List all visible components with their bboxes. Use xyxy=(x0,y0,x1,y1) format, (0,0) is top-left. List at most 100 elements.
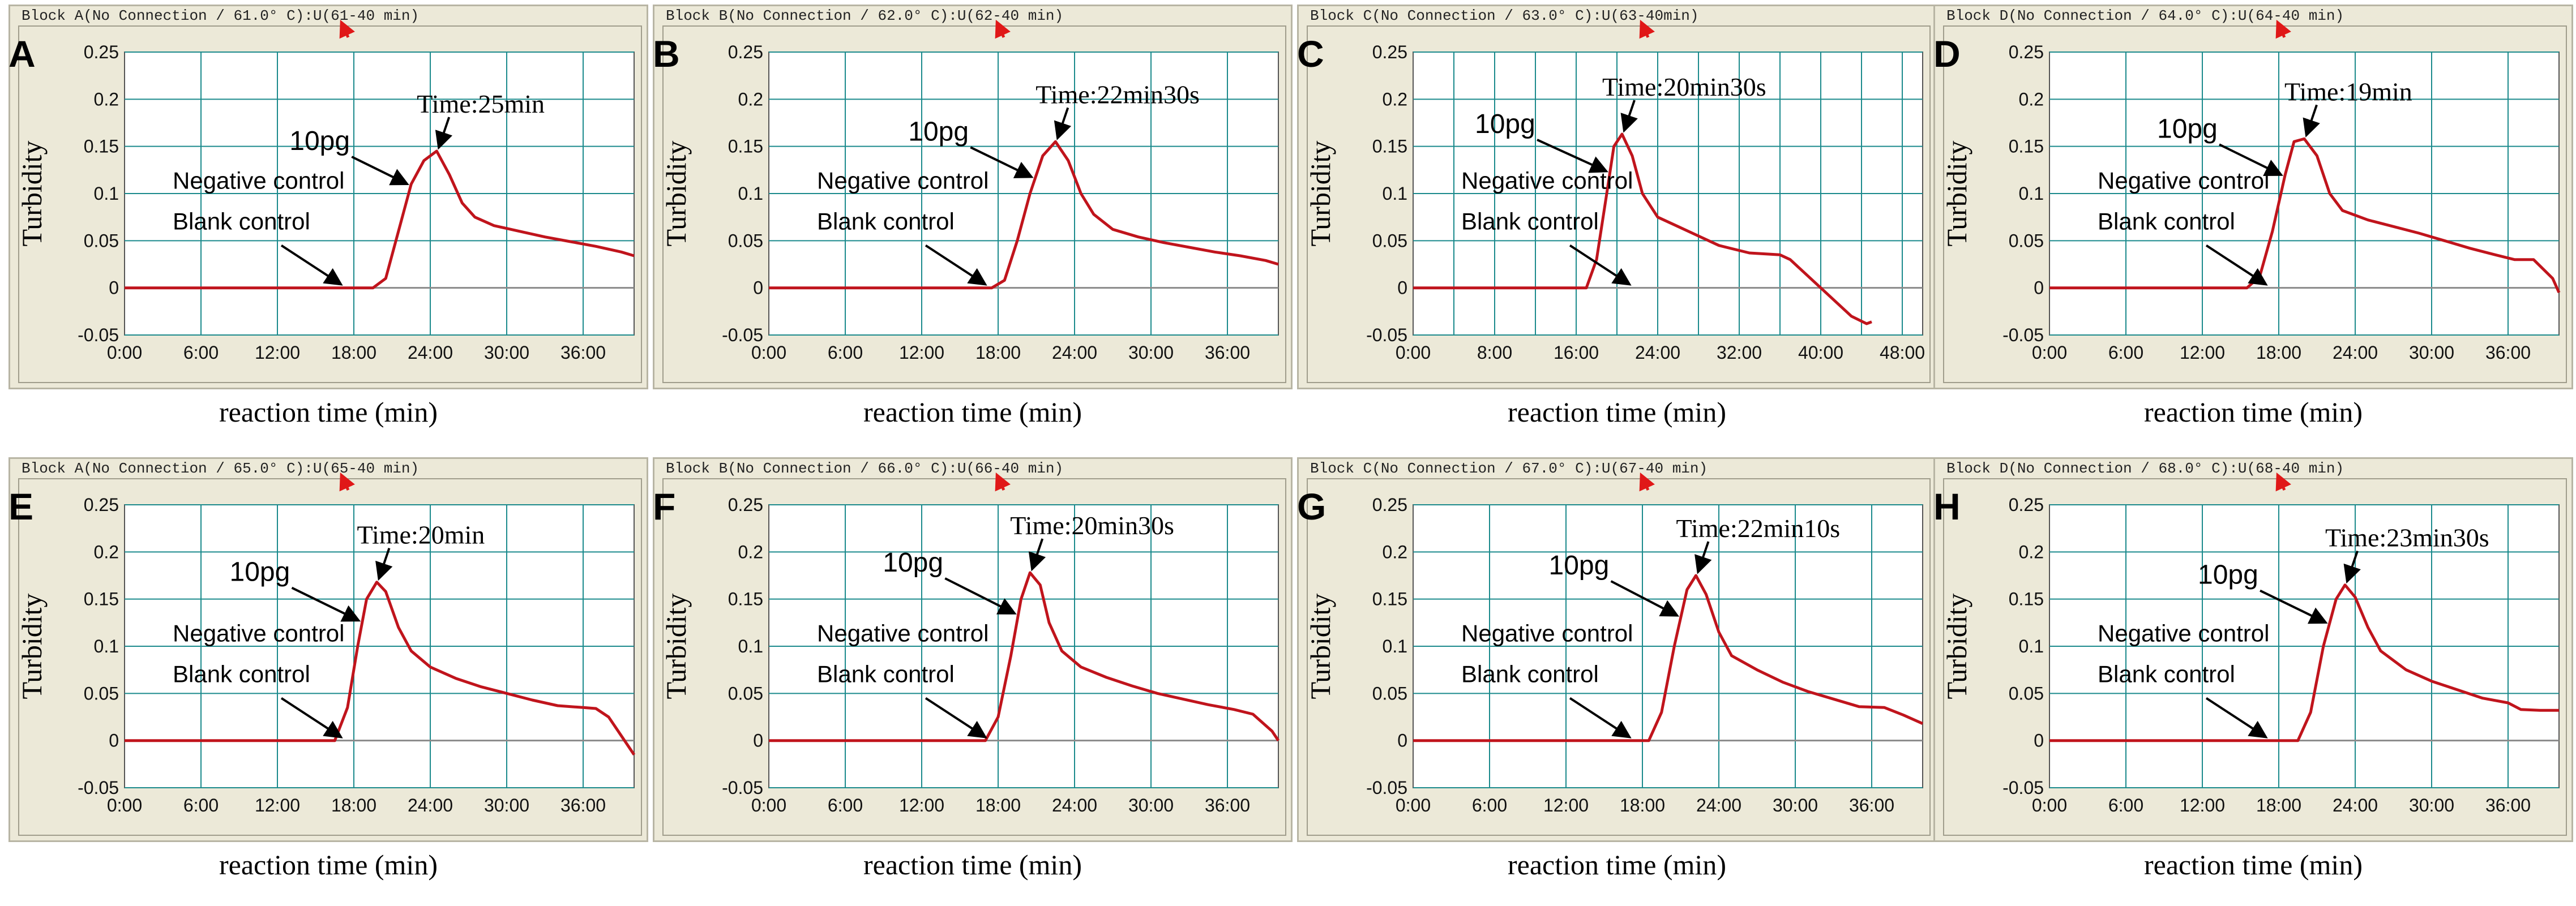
x-tick-label: 18:00 xyxy=(331,342,376,363)
y-tick-label: 0 xyxy=(109,731,119,751)
temperature-pointer-arrow xyxy=(339,472,355,492)
y-tick-label: 0.15 xyxy=(84,136,119,157)
temperature-pointer-arrow xyxy=(995,19,1011,39)
sample-label: 10pg xyxy=(1475,109,1535,139)
temperature-pointer-arrow xyxy=(339,19,355,39)
temperature-pointer-arrow xyxy=(2275,472,2291,492)
chart-svg: 0:00 6:00 12:00 18:00 24:00 30:00 36:00 -0.05 0 0… xyxy=(1941,472,2560,815)
y-tick-label: 0.25 xyxy=(728,42,763,62)
y-tick-label: 0.05 xyxy=(84,683,119,703)
x-tick-label: 40:00 xyxy=(1798,342,1843,363)
control-arrow xyxy=(1569,697,1632,738)
sample-label: 10pg xyxy=(908,117,969,147)
sample-arrow xyxy=(2219,143,2283,176)
x-tick-label: 0:00 xyxy=(107,795,142,815)
y-tick-label: 0.25 xyxy=(2009,42,2044,62)
x-tick-label: 0:00 xyxy=(107,342,142,363)
y-tick-label: 0.15 xyxy=(728,589,763,609)
chart-svg: 0:00 6:00 12:00 18:00 24:00 30:00 36:00 -0.05 0 0… xyxy=(16,19,635,363)
y-tick-label: 0.15 xyxy=(2009,589,2044,609)
x-tick-label: 12:00 xyxy=(1543,795,1589,815)
temperature-pointer-arrow xyxy=(995,472,1011,492)
y-tick-label: -0.05 xyxy=(1366,778,1407,798)
control-arrow xyxy=(1569,244,1632,286)
temperature-pointer-arrow xyxy=(1639,19,1655,39)
x-tick-label: 0:00 xyxy=(2032,342,2067,363)
chart-svg: 0:00 6:00 12:00 18:00 24:00 30:00 36:00 -0.05 0 0… xyxy=(660,19,1279,363)
x-axis-label: reaction time (min) xyxy=(219,849,438,881)
x-tick-label: 30:00 xyxy=(2409,795,2454,815)
blank-control-label: Blank control xyxy=(1461,660,1599,687)
panel-letter: C xyxy=(1297,33,1324,75)
x-tick-label: 30:00 xyxy=(2409,342,2454,363)
turbidity-curve xyxy=(769,140,1279,290)
x-tick-label: 6:00 xyxy=(828,342,863,363)
x-tick-label: 36:00 xyxy=(1849,795,1894,815)
chart-panel-a: Block A(No Connection / 61.0° C):U(61-40… xyxy=(8,5,648,452)
sample-arrow xyxy=(1610,580,1680,617)
y-tick-label: 0.2 xyxy=(1383,89,1407,109)
turbidity-curve xyxy=(2049,583,2559,742)
blank-control-label: Blank control xyxy=(817,660,955,687)
time-arrow xyxy=(435,117,453,150)
control-arrow xyxy=(2205,244,2268,286)
x-tick-label: 12:00 xyxy=(899,342,944,363)
x-tick-label: 36:00 xyxy=(1205,795,1250,815)
x-tick-label: 24:00 xyxy=(2333,795,2378,815)
x-tick-label: 12:00 xyxy=(2180,342,2225,363)
y-tick-label: 0.05 xyxy=(728,230,763,251)
negative-control-label: Negative control xyxy=(173,168,345,194)
chart-svg: 0:00 8:00 16:00 24:00 32:00 40:00 48:00 -0.05 0 0… xyxy=(1304,19,1925,363)
y-tick-label: 0.2 xyxy=(1383,542,1407,562)
time-label: Time:25min xyxy=(417,89,545,118)
x-tick-label: 24:00 xyxy=(1052,795,1097,815)
y-tick-label: 0 xyxy=(1397,731,1407,751)
y-tick-label: 0.05 xyxy=(2009,683,2044,703)
chart-svg: 0:00 6:00 12:00 18:00 24:00 30:00 36:00 -0.05 0 0… xyxy=(660,472,1280,815)
x-tick-label: 30:00 xyxy=(484,795,529,815)
y-tick-label: 0.25 xyxy=(84,42,119,62)
control-arrow xyxy=(925,244,987,286)
sample-arrow xyxy=(944,577,1017,615)
chart-panel-g: Block C(No Connection / 67.0° C):U(67-40… xyxy=(1297,457,1937,904)
y-axis-label: Turbidity xyxy=(1941,140,1972,246)
x-tick-label: 24:00 xyxy=(2333,342,2378,363)
y-tick-label: 0.05 xyxy=(84,230,119,251)
chart-panel-d: Block D(No Connection / 64.0° C):U(64-40… xyxy=(1933,5,2573,452)
x-tick-label: 36:00 xyxy=(560,795,606,815)
x-axis-label: reaction time (min) xyxy=(1508,849,1726,881)
y-tick-label: 0.1 xyxy=(94,183,119,204)
x-tick-label: 36:00 xyxy=(1205,342,1250,363)
x-tick-label: 24:00 xyxy=(1052,342,1097,363)
x-tick-label: 12:00 xyxy=(2180,795,2225,815)
y-tick-label: 0.1 xyxy=(738,636,763,656)
y-tick-label: 0.25 xyxy=(84,495,119,515)
y-tick-label: 0.05 xyxy=(2009,230,2044,251)
turbidity-curve xyxy=(2049,137,2561,294)
x-tick-label: 18:00 xyxy=(2256,795,2301,815)
chart-panel-b: Block B(No Connection / 62.0° C):U(62-40… xyxy=(653,5,1293,452)
chart-panel-e: Block A(No Connection / 65.0° C):U(65-40… xyxy=(8,457,648,904)
sample-arrow xyxy=(2260,589,2328,624)
turbidity-curve xyxy=(769,571,1280,742)
x-tick-label: 6:00 xyxy=(1472,795,1507,815)
panel-letter: A xyxy=(8,33,36,75)
x-axis-label: reaction time (min) xyxy=(219,396,438,428)
y-tick-label: 0.2 xyxy=(94,89,119,109)
y-tick-label: 0.15 xyxy=(84,589,119,609)
blank-control-label: Blank control xyxy=(817,208,955,234)
chart-svg: 0:00 6:00 12:00 18:00 24:00 30:00 36:00 -0.05 0 0… xyxy=(1941,19,2561,363)
time-arrow xyxy=(2343,551,2361,584)
sample-label: 10pg xyxy=(289,126,350,156)
time-arrow xyxy=(1028,538,1046,572)
control-arrow xyxy=(925,697,987,738)
x-tick-label: 0:00 xyxy=(751,795,786,815)
y-tick-label: 0.25 xyxy=(2009,495,2044,515)
temperature-pointer-arrow xyxy=(1639,472,1655,492)
y-tick-label: 0 xyxy=(109,278,119,298)
y-axis-label: Turbidity xyxy=(660,140,692,246)
x-tick-label: 16:00 xyxy=(1554,342,1599,363)
sample-arrow xyxy=(291,586,361,622)
sample-label: 10pg xyxy=(230,557,290,587)
negative-control-label: Negative control xyxy=(1461,620,1633,647)
